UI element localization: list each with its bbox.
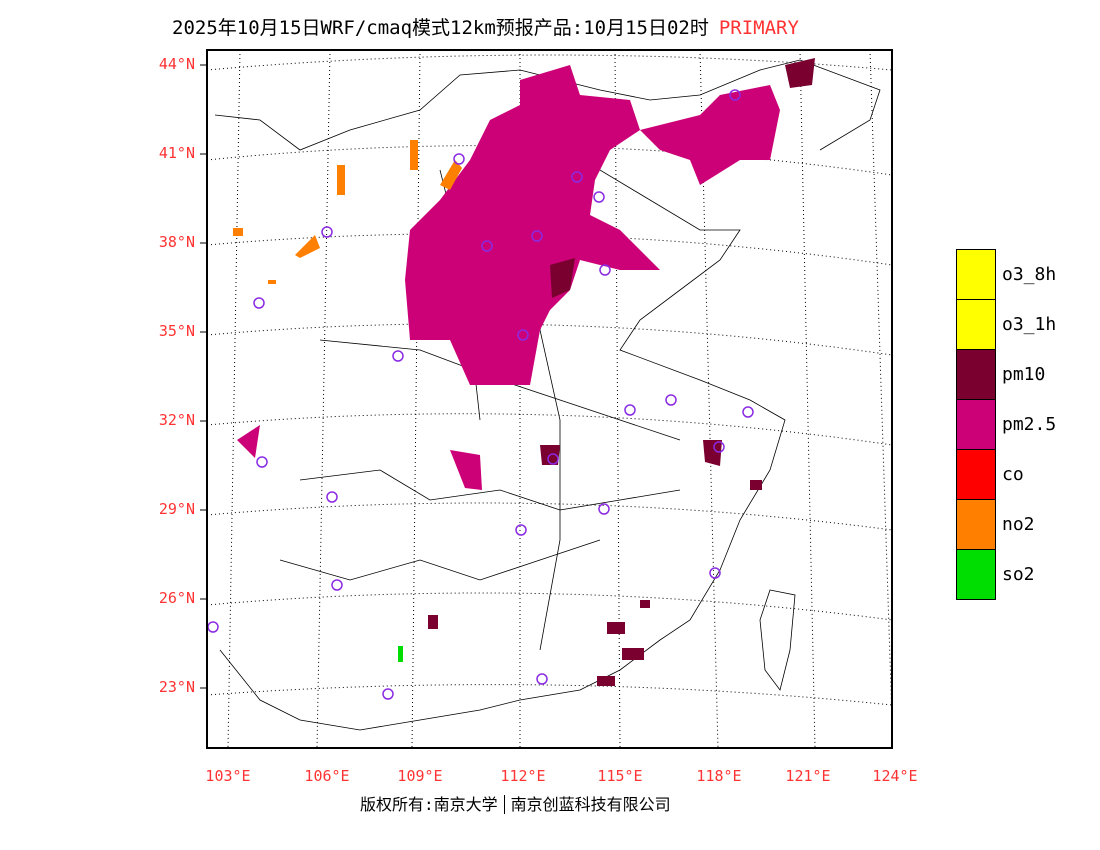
legend-item: o3_8h [956,249,1056,299]
legend-swatch [956,349,996,399]
map-title: 2025年10月15日WRF/cmaq模式12km预报产品:10月15日02时 P… [172,13,799,40]
lon-label: 109°E [397,767,443,785]
legend-swatch [956,399,996,449]
lat-label: 29°N [158,500,195,518]
legend-label: co [1002,463,1024,485]
copyright-owner: 版权所有:南京大学 [360,795,498,814]
legend-item: pm10 [956,349,1056,399]
legend-item: co [956,449,1056,499]
lon-label: 106°E [304,767,350,785]
legend-swatch [956,499,996,549]
legend-label: o3_8h [1002,263,1057,285]
legend-swatch [956,249,996,299]
legend: o3_8h o3_1h pm10 pm2.5 co no2 so2 [956,249,1056,600]
lat-label: 23°N [158,678,195,696]
legend-item: pm2.5 [956,399,1056,449]
pm25-region [237,65,780,490]
legend-swatch [956,299,996,349]
legend-label: so2 [1002,563,1035,585]
no2-region [233,140,462,284]
legend-label: pm2.5 [1002,413,1057,435]
axis-ticks [200,64,207,689]
legend-item: no2 [956,499,1056,549]
lon-label: 124°E [872,767,918,785]
lon-label: 118°E [696,767,742,785]
legend-item: so2 [956,548,1056,600]
city-markers [207,89,754,700]
lon-label: 112°E [500,767,546,785]
lon-label: 121°E [785,767,831,785]
title-text: 2025年10月15日WRF/cmaq模式12km预报产品:10月15日02时 [172,17,709,39]
pollutant-mode: PRIMARY [718,17,799,39]
legend-item: o3_1h [956,299,1056,349]
legend-label: o3_1h [1002,313,1057,335]
lat-label: 32°N [158,411,195,429]
legend-label: no2 [1002,513,1035,535]
map-frame [206,49,893,749]
legend-label: pm10 [1002,363,1046,385]
legend-swatch [956,548,996,600]
lat-label: 38°N [158,233,195,251]
legend-swatch [956,449,996,499]
lon-label: 103°E [205,767,251,785]
so2-region [398,646,403,662]
copyright-company: 南京创蓝科技有限公司 [510,795,671,814]
lat-label: 26°N [158,589,195,607]
graticule [206,49,893,749]
lat-label: 44°N [158,55,195,73]
copyright-footer: 版权所有:南京大学 南京创蓝科技有限公司 [360,791,671,815]
lon-label: 115°E [597,767,643,785]
lat-label: 41°N [158,144,195,162]
lat-label: 35°N [158,322,195,340]
